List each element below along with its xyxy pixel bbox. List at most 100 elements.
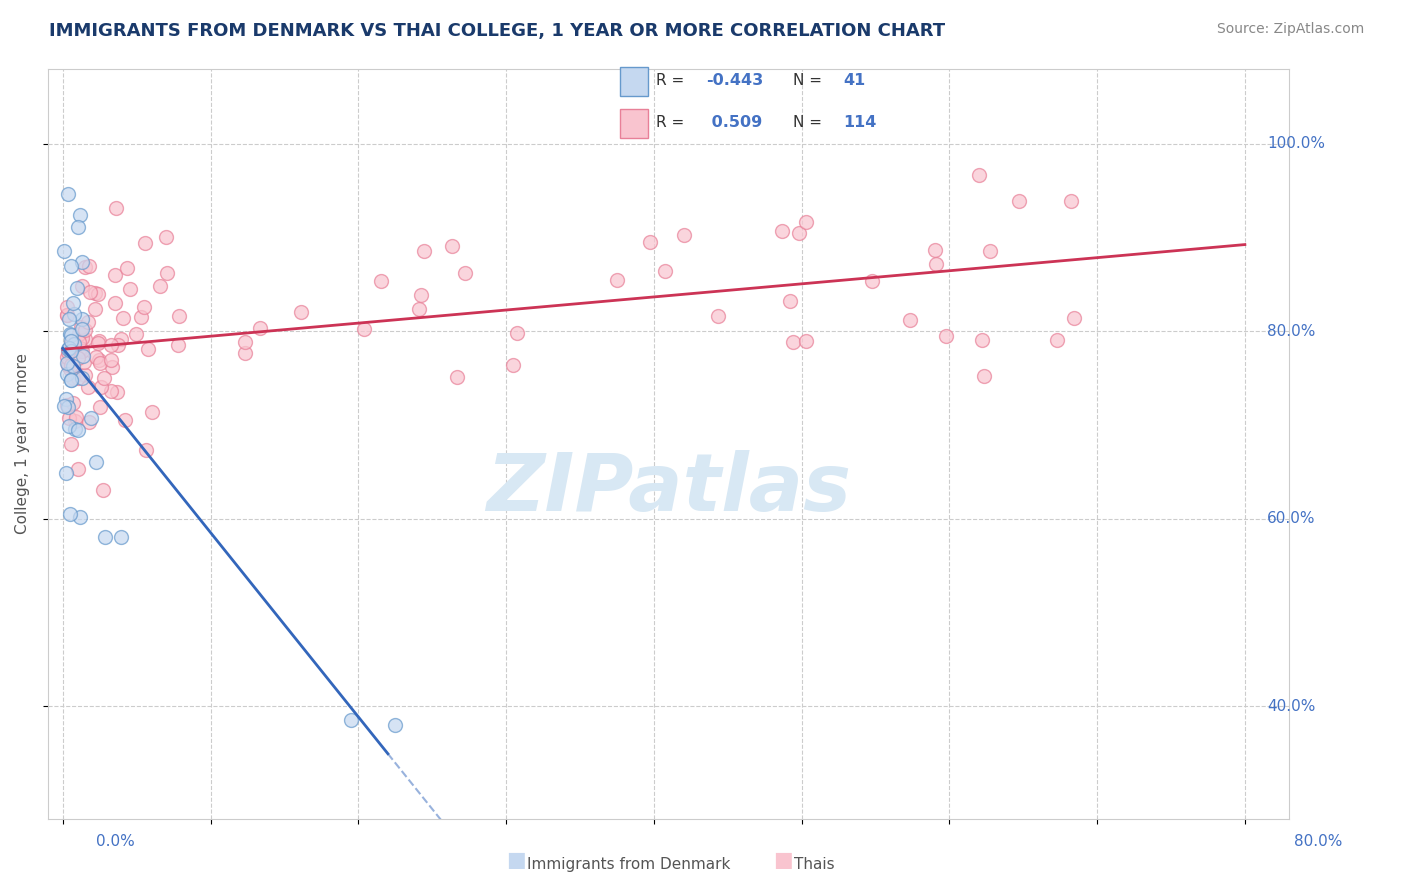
- Point: [69, 341, 91, 355]
- Point: [1060, 194, 1083, 209]
- Point: [56, 400, 79, 414]
- Point: [973, 369, 995, 384]
- Point: [104, 296, 127, 310]
- Point: [75, 260, 97, 275]
- Point: [75, 368, 97, 382]
- Point: [60, 336, 83, 351]
- Point: [72, 350, 94, 364]
- Point: [115, 260, 138, 275]
- Point: [110, 332, 132, 346]
- Text: 0.0%: 0.0%: [96, 834, 135, 849]
- Point: [1046, 333, 1069, 347]
- Point: [72, 331, 94, 345]
- Text: 40.0%: 40.0%: [1267, 698, 1316, 714]
- Point: [66, 220, 89, 235]
- Point: [83, 285, 105, 300]
- Point: [63, 414, 86, 428]
- Point: [233, 346, 256, 360]
- Point: [898, 312, 921, 326]
- Text: R =: R =: [657, 115, 689, 130]
- Text: IMMIGRANTS FROM DENMARK VS THAI COLLEGE, 1 YEAR OR MORE CORRELATION CHART: IMMIGRANTS FROM DENMARK VS THAI COLLEGE,…: [49, 22, 945, 40]
- Point: [166, 338, 188, 352]
- Text: ZIPatlas: ZIPatlas: [486, 450, 851, 527]
- Point: [80, 411, 103, 425]
- Point: [925, 257, 948, 271]
- Point: [56, 300, 79, 314]
- Point: [79, 415, 101, 429]
- Point: [84, 350, 107, 364]
- Point: [62, 295, 84, 310]
- Point: [56, 398, 79, 412]
- Point: [782, 334, 804, 349]
- Point: [860, 274, 883, 288]
- Point: [58, 410, 80, 425]
- Point: [110, 530, 132, 544]
- Point: [69, 208, 91, 222]
- Point: [411, 288, 433, 302]
- Point: [770, 224, 793, 238]
- Point: [779, 294, 801, 309]
- Point: [104, 268, 127, 282]
- Point: [104, 202, 127, 216]
- Point: [149, 278, 172, 293]
- Point: [73, 332, 96, 346]
- Point: [55, 367, 77, 381]
- Point: [59, 437, 82, 451]
- Point: [789, 227, 811, 241]
- Text: Immigrants from Denmark: Immigrants from Denmark: [527, 857, 731, 872]
- Point: [89, 400, 111, 414]
- Point: [353, 322, 375, 336]
- Point: [1063, 310, 1085, 325]
- Point: [67, 326, 90, 341]
- Point: [87, 334, 110, 349]
- Point: [69, 342, 91, 356]
- Point: [53, 244, 76, 259]
- Point: [77, 315, 100, 329]
- Point: [56, 308, 79, 322]
- Text: 0.509: 0.509: [706, 115, 762, 130]
- Point: [384, 718, 406, 732]
- Point: [63, 307, 86, 321]
- Point: [56, 342, 79, 356]
- Point: [59, 507, 82, 521]
- Text: N =: N =: [793, 73, 827, 87]
- Point: [638, 235, 661, 249]
- Point: [55, 467, 77, 481]
- Point: [100, 338, 122, 352]
- Point: [114, 413, 136, 427]
- Point: [125, 327, 148, 342]
- Point: [979, 244, 1001, 258]
- Text: ■: ■: [506, 850, 526, 870]
- Text: N =: N =: [793, 115, 827, 130]
- Point: [79, 285, 101, 300]
- Point: [606, 273, 628, 287]
- Point: [59, 362, 82, 376]
- Point: [55, 356, 77, 370]
- Point: [935, 329, 957, 343]
- Point: [340, 713, 363, 727]
- Point: [290, 305, 312, 319]
- Point: [93, 371, 115, 385]
- Text: R =: R =: [657, 73, 689, 87]
- Point: [66, 351, 89, 365]
- Point: [132, 300, 155, 314]
- Text: -0.443: -0.443: [706, 73, 763, 87]
- Point: [707, 309, 730, 323]
- Point: [970, 334, 993, 348]
- Point: [87, 287, 110, 301]
- Point: [66, 423, 89, 437]
- Point: [505, 326, 527, 341]
- Point: [370, 274, 392, 288]
- Point: [59, 326, 82, 341]
- Point: [120, 282, 142, 296]
- Point: [91, 483, 114, 498]
- Point: [62, 371, 84, 385]
- Point: [924, 244, 946, 258]
- Point: [56, 345, 79, 359]
- Point: [249, 321, 271, 335]
- Point: [90, 380, 112, 394]
- Point: [67, 462, 90, 476]
- Point: [60, 373, 83, 387]
- Text: Source: ZipAtlas.com: Source: ZipAtlas.com: [1216, 22, 1364, 37]
- Point: [63, 422, 86, 436]
